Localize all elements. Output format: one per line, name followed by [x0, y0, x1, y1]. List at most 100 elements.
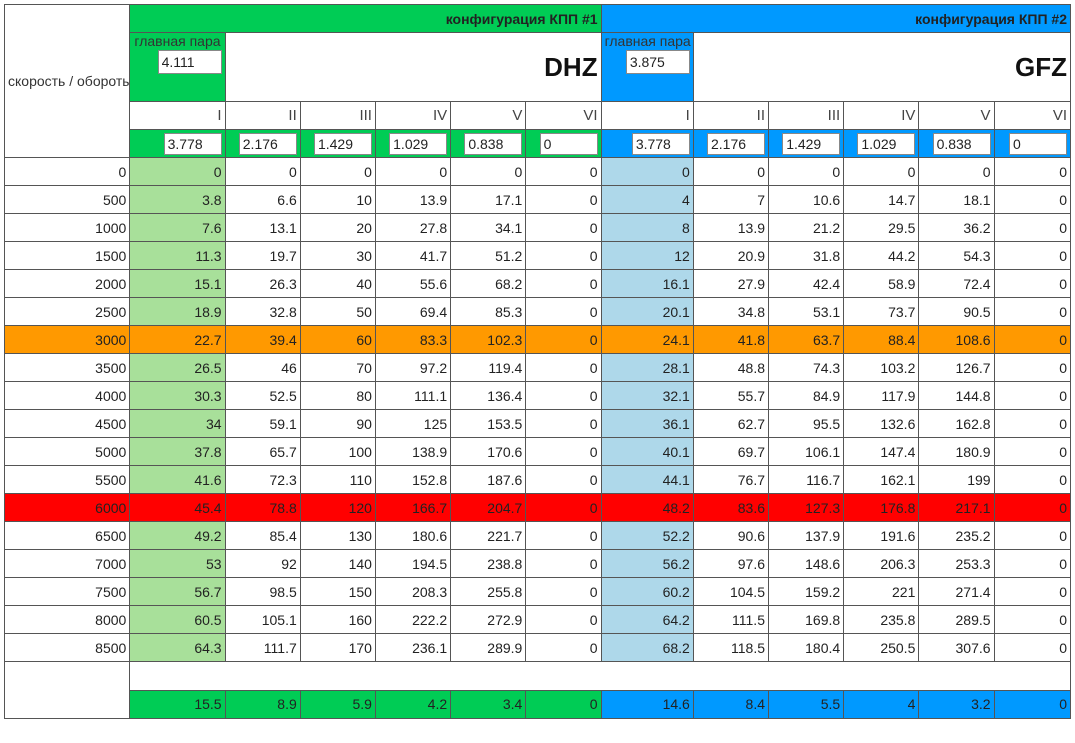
config2-gear-ratio-input[interactable] [932, 132, 991, 155]
config2-speed-cell: 0 [993, 325, 1072, 354]
rpm-cell: 4000 [3, 381, 131, 410]
config1-ratio-cell [129, 129, 226, 158]
footer-label-cell [3, 661, 131, 719]
config1-gear-header: III [299, 101, 376, 130]
config1-gear-ratio-input[interactable] [389, 132, 448, 155]
config-title-row: скорость / обороты конфигурация КПП #1 к… [3, 4, 1072, 158]
config1-gear-ratio-input[interactable] [464, 132, 523, 155]
config1-speed-cell: 11.3 [129, 241, 226, 270]
config1-speed-cell: 60.5 [129, 605, 226, 634]
speed-row: 5500 41.6 72.3 110 152.8 187.6 0 44.1 76.7 116.7 1… [3, 465, 1072, 494]
rpm-cell: 3500 [3, 353, 131, 382]
config2-speed-cell: 44.2 [843, 241, 920, 270]
config1-main-pair-cell: главная пара [129, 32, 226, 102]
config1-speed-cell: 111.1 [374, 381, 452, 410]
config1-main-pair-input[interactable] [157, 50, 222, 74]
config1-title: конфигурация КПП #1 [129, 4, 602, 33]
speed-rpm-label: скорость / обороты [3, 4, 131, 158]
config2-speed-cell: 217.1 [918, 493, 995, 522]
rpm-cell: 1000 [3, 213, 131, 242]
config2-speed-cell: 68.2 [600, 633, 694, 662]
config1-gear-ratio-input[interactable] [313, 132, 372, 155]
config1-speed-cell: 170.6 [450, 437, 527, 466]
config1-speed-cell: 138.9 [374, 437, 452, 466]
config2-speed-cell: 253.3 [918, 549, 995, 578]
config1-gear-header: I [129, 101, 226, 130]
config2-gear-ratio-input[interactable] [631, 132, 690, 155]
speed-row: 7500 56.7 98.5 150 208.3 255.8 0 60.2 104.5 159.2… [3, 577, 1072, 606]
gear-ratio-row [5, 129, 1072, 158]
config2-speed-cell: 73.7 [843, 297, 920, 326]
config2-speed-cell: 69.7 [692, 437, 770, 466]
config2-speed-cell: 52.2 [600, 521, 694, 550]
config1-speed-cell: 85.4 [224, 521, 301, 550]
config1-speed-cell: 20 [299, 213, 376, 242]
config2-speed-cell: 180.4 [767, 633, 845, 662]
config1-speed-cell: 0 [129, 157, 226, 186]
config1-gear-ratio-input[interactable] [163, 132, 222, 155]
config1-gear-ratio-input[interactable] [539, 132, 598, 155]
config1-speed-cell: 70 [299, 353, 376, 382]
speed-row: 4500 34 59.1 90 125 153.5 0 36.1 62.7 95.5 132.6 16… [3, 409, 1072, 438]
config1-speed-cell: 60 [299, 325, 376, 354]
config2-gear-ratio-input[interactable] [857, 132, 916, 155]
config2-model: GFZ [692, 32, 1072, 102]
config2-gear-ratio-input[interactable] [782, 132, 841, 155]
config2-speed-cell: 307.6 [918, 633, 995, 662]
config2-gear-header: VI [993, 101, 1072, 130]
config1-speed-cell: 50 [299, 297, 376, 326]
config1-speed-cell: 105.1 [224, 605, 301, 634]
config2-footer-cell: 4 [843, 689, 920, 719]
config2-main-pair-input[interactable] [625, 50, 690, 74]
config2-speed-cell: 0 [993, 353, 1072, 382]
config2-ratio-cell [918, 129, 995, 158]
config2-speed-cell: 180.9 [918, 437, 995, 466]
config1-footer-cell: 15.5 [129, 689, 226, 719]
config2-speed-cell: 29.5 [843, 213, 920, 242]
config2-speed-cell: 0 [993, 465, 1072, 494]
config2-ratio-cell [767, 129, 845, 158]
config2-speed-cell: 162.8 [918, 409, 995, 438]
config2-speed-cell: 0 [993, 269, 1072, 298]
config2-speed-cell: 127.3 [767, 493, 845, 522]
config1-speed-cell: 52.5 [224, 381, 301, 410]
config2-speed-cell: 0 [993, 213, 1072, 242]
config2-speed-cell: 32.1 [600, 381, 694, 410]
speed-row: 6000 45.4 78.8 120 166.7 204.7 0 48.2 83.6 127.3 1… [3, 493, 1072, 522]
speed-row: 500 3.8 6.6 10 13.9 17.1 0 4 7 10.6 14.7 18.1 0 [3, 185, 1072, 214]
config2-speed-cell: 56.2 [600, 549, 694, 578]
config1-footer-cell: 5.9 [299, 689, 376, 719]
config2-speed-cell: 235.2 [918, 521, 995, 550]
config1-speed-cell: 30 [299, 241, 376, 270]
config1-speed-cell: 45.4 [129, 493, 226, 522]
gear-header-row: I II III IV V VI I II III IV V VI [5, 101, 1072, 130]
config1-speed-cell: 40 [299, 269, 376, 298]
config2-speed-cell: 34.8 [692, 297, 770, 326]
rpm-cell: 7000 [3, 549, 131, 578]
rpm-cell: 2500 [3, 297, 131, 326]
config1-speed-cell: 0 [224, 157, 301, 186]
config1-speed-cell: 41.6 [129, 465, 226, 494]
config2-speed-cell: 48.8 [692, 353, 770, 382]
config1-speed-cell: 187.6 [450, 465, 527, 494]
config1-speed-cell: 166.7 [374, 493, 452, 522]
config1-speed-cell: 92 [224, 549, 301, 578]
config2-gear-ratio-input[interactable] [1009, 132, 1067, 155]
config2-speed-cell: 191.6 [843, 521, 920, 550]
config1-speed-cell: 30.3 [129, 381, 226, 410]
rpm-cell: 8500 [3, 633, 131, 662]
speed-row: 1000 7.6 13.1 20 27.8 34.1 0 8 13.9 21.2 29.5 36.2 0 [3, 213, 1072, 242]
config1-speed-cell: 272.9 [450, 605, 527, 634]
config2-speed-cell: 162.1 [843, 465, 920, 494]
config1-speed-cell: 0 [299, 157, 376, 186]
config2-speed-cell: 27.9 [692, 269, 770, 298]
config1-model: DHZ [224, 32, 602, 102]
config2-gear-header: II [692, 101, 770, 130]
speed-row: 8500 64.3 111.7 170 236.1 289.9 0 68.2 118.5 180.… [3, 633, 1072, 662]
speed-row: 3000 22.7 39.4 60 83.3 102.3 0 24.1 41.8 63.7 88.4… [3, 325, 1072, 354]
config2-gear-ratio-input[interactable] [707, 132, 765, 155]
config1-gear-ratio-input[interactable] [238, 132, 297, 155]
config2-speed-cell: 0 [993, 437, 1072, 466]
config1-speed-cell: 204.7 [450, 493, 527, 522]
config1-speed-cell: 289.9 [450, 633, 527, 662]
